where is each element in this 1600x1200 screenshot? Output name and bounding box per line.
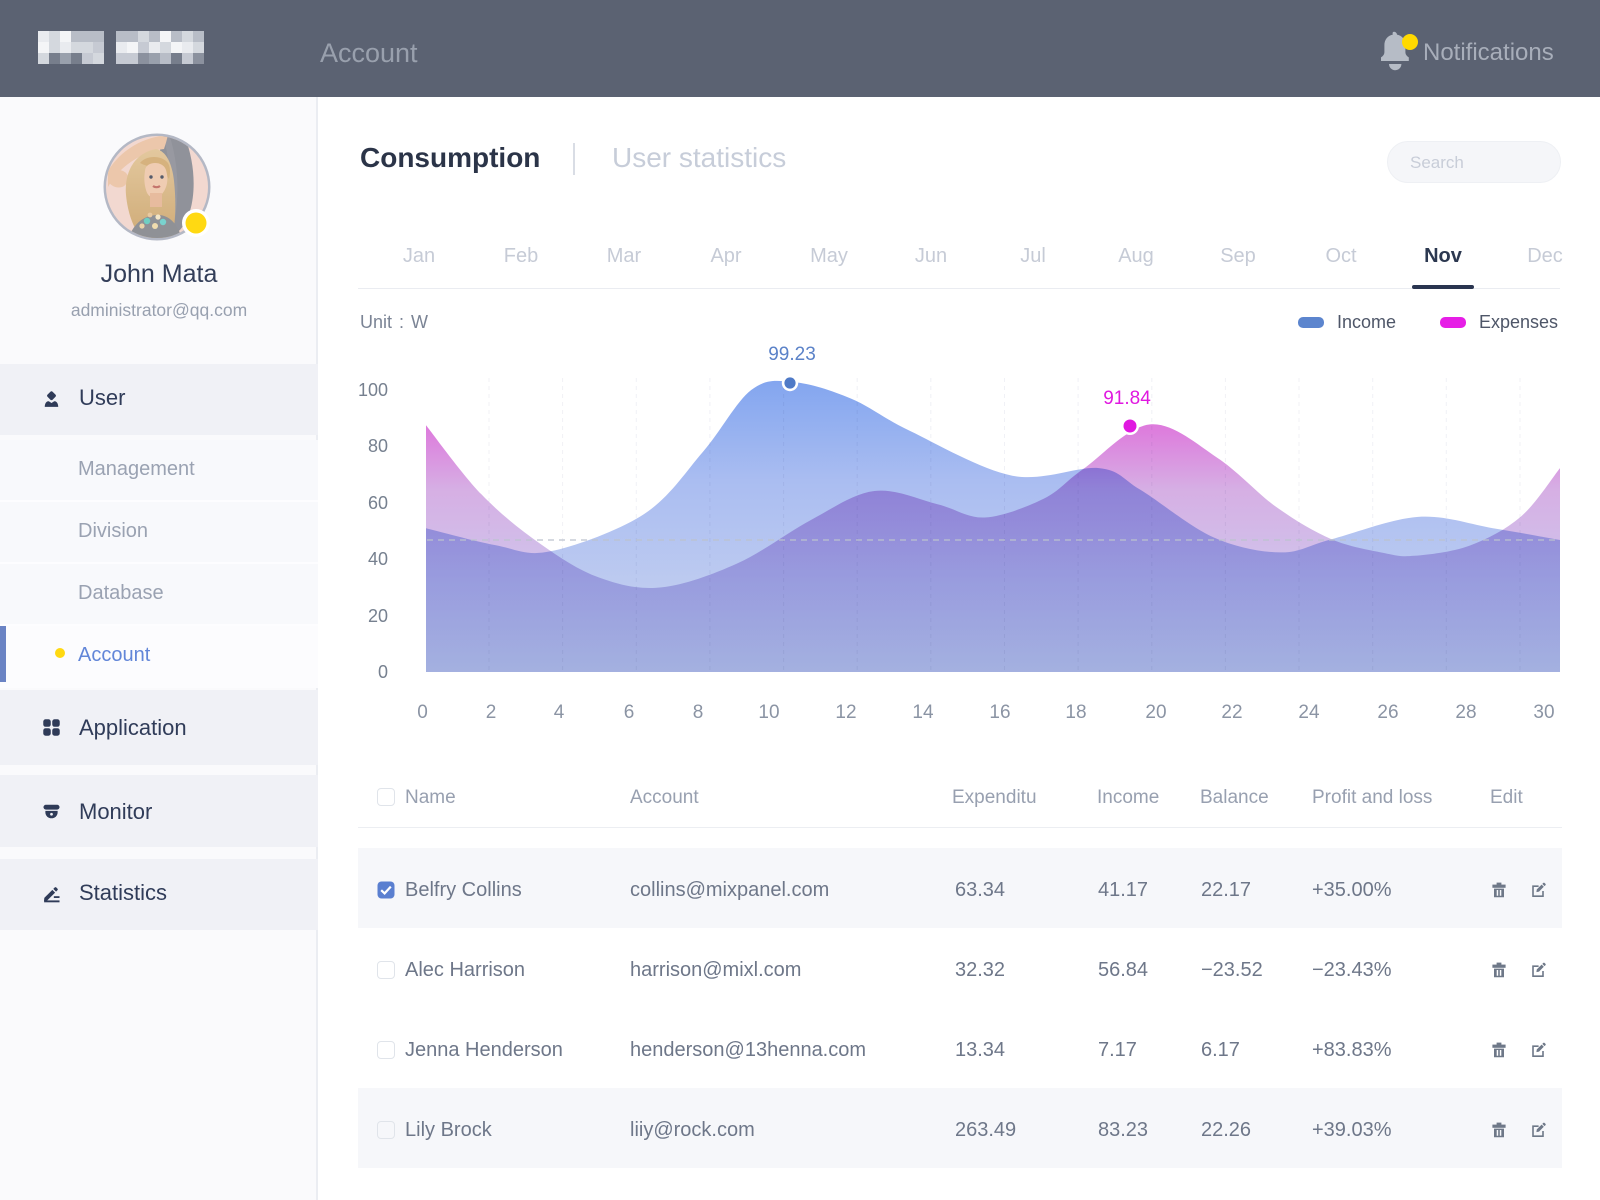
svg-text:8: 8 [693,702,704,723]
svg-text:40: 40 [368,549,388,569]
svg-text:6: 6 [624,702,635,723]
svg-text:26: 26 [1377,702,1398,723]
svg-text:30: 30 [1533,702,1554,723]
svg-text:20: 20 [1145,702,1166,723]
svg-text:14: 14 [912,702,934,723]
svg-text:24: 24 [1298,702,1320,723]
svg-text:60: 60 [368,493,388,513]
svg-text:2: 2 [486,702,497,723]
svg-text:22: 22 [1221,702,1242,723]
svg-text:80: 80 [368,436,388,456]
svg-text:16: 16 [989,702,1010,723]
svg-text:100: 100 [358,380,388,400]
svg-text:18: 18 [1065,702,1086,723]
svg-text:0: 0 [417,702,428,723]
svg-text:28: 28 [1455,702,1476,723]
svg-text:91.84: 91.84 [1103,388,1151,409]
svg-text:4: 4 [554,702,565,723]
svg-text:10: 10 [758,702,779,723]
svg-text:20: 20 [368,606,388,626]
svg-text:99.23: 99.23 [768,344,816,365]
svg-text:0: 0 [378,662,388,682]
svg-text:12: 12 [835,702,856,723]
